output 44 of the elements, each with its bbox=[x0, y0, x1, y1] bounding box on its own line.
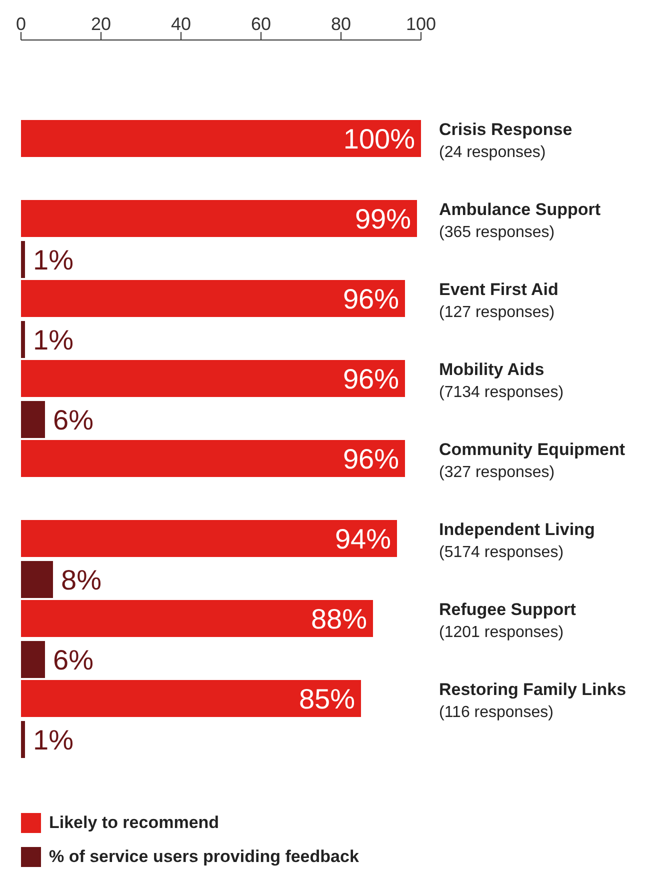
bar bbox=[21, 561, 53, 598]
bar bbox=[21, 401, 45, 438]
bar bbox=[21, 721, 25, 758]
data-label: 6% bbox=[53, 404, 94, 436]
data-label: 85% bbox=[298, 684, 355, 714]
y-tick-label: Crisis Response (24 responses) bbox=[439, 120, 572, 161]
data-label: 96% bbox=[342, 444, 399, 474]
data-label: 96% bbox=[342, 284, 399, 314]
bar bbox=[21, 641, 45, 678]
bar bbox=[21, 120, 421, 157]
bar bbox=[21, 321, 25, 358]
bar bbox=[21, 200, 417, 237]
bar bbox=[21, 600, 373, 637]
bar bbox=[21, 440, 405, 477]
x-tick-label: 40 bbox=[170, 14, 192, 34]
x-tick-label: 100 bbox=[406, 14, 436, 34]
x-tick-label: 20 bbox=[90, 14, 112, 34]
y-tick-label: Event First Aid (127 responses) bbox=[439, 280, 558, 321]
data-label: 94% bbox=[334, 524, 391, 554]
data-label: 99% bbox=[354, 204, 411, 234]
data-label: 1% bbox=[33, 724, 74, 756]
y-tick-label: Mobility Aids (7134 responses) bbox=[439, 360, 564, 401]
data-label: 6% bbox=[53, 644, 94, 676]
y-tick-label: Ambulance Support (365 responses) bbox=[439, 200, 601, 241]
x-tick-label: 0 bbox=[16, 14, 26, 34]
bar bbox=[21, 520, 397, 557]
x-tick-label: 60 bbox=[250, 14, 272, 34]
bar bbox=[21, 241, 25, 278]
bar bbox=[21, 280, 405, 317]
data-label: 88% bbox=[310, 604, 367, 634]
legend-label: % of service users providing feedback bbox=[49, 847, 359, 867]
y-tick-label: Independent Living (5174 responses) bbox=[439, 520, 595, 561]
x-tick-label: 80 bbox=[330, 14, 352, 34]
data-label: 8% bbox=[61, 564, 102, 596]
data-label: 96% bbox=[342, 364, 399, 394]
y-tick-label: Refugee Support (1201 responses) bbox=[439, 600, 576, 641]
bar bbox=[21, 360, 405, 397]
y-tick-label: Restoring Family Links (116 responses) bbox=[439, 680, 626, 721]
bar bbox=[21, 680, 361, 717]
data-label: 100% bbox=[343, 124, 415, 154]
data-label: 1% bbox=[33, 244, 74, 276]
legend-label: Likely to recommend bbox=[49, 813, 220, 833]
data-label: 1% bbox=[33, 324, 74, 356]
y-tick-label: Community Equipment (327 responses) bbox=[439, 440, 626, 481]
